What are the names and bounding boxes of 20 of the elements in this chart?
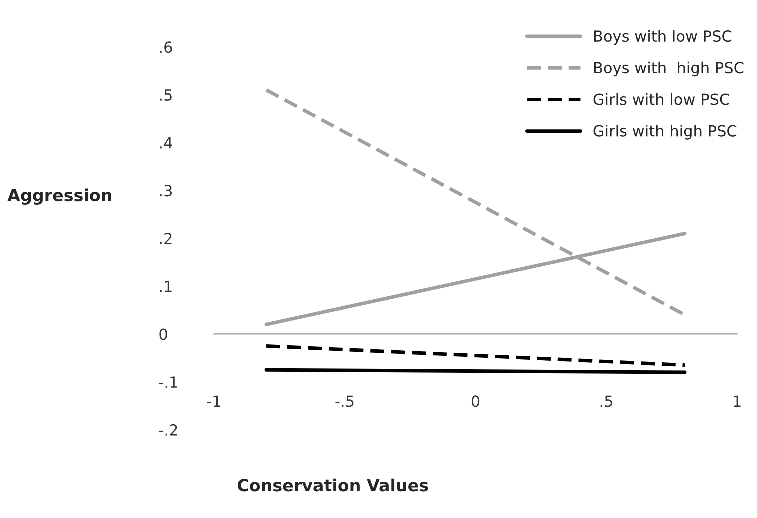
legend-label: Girls with low PSC <box>594 93 730 106</box>
y-tick-label: 0 <box>160 328 168 340</box>
legend-label: Boys with high PSC <box>594 62 744 77</box>
x-tick-label: -1 <box>207 396 220 407</box>
y-tick-label: .4 <box>160 138 172 149</box>
x-tick-label: 1 <box>734 396 741 407</box>
y-tick-label: .1 <box>160 281 172 292</box>
legend-label: Boys with low PSC <box>594 30 732 46</box>
x-tick-label: .5 <box>600 396 612 408</box>
y-tick-label: -.2 <box>159 424 178 436</box>
y-tick-label: .5 <box>160 90 172 102</box>
y-axis-title: Aggression <box>8 188 112 205</box>
legend-label: Girls with high PSC <box>594 125 737 140</box>
y-tick-label: -.1 <box>159 376 178 388</box>
x-tick-label: -.5 <box>336 396 354 408</box>
y-tick-label: .6 <box>160 42 172 54</box>
x-tick-label: 0 <box>472 396 480 408</box>
x-axis-title: Conservation Values <box>238 478 428 492</box>
y-tick-label: .3 <box>160 185 172 197</box>
y-tick-label: .2 <box>160 233 172 244</box>
